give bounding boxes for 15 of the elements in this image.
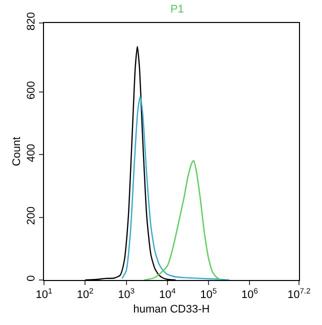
y-axis-title: Count (11, 136, 24, 166)
x-tick-label: 10$^{1}$ (36, 286, 52, 302)
x-tick-label: 10$^{4}$ (159, 286, 176, 302)
x-tick-label: 10$^{3}$ (118, 286, 135, 302)
y-tick-label: 0 (26, 275, 38, 282)
x-tick-label: 10$^{5}$ (200, 286, 217, 302)
y-tick-label: 200 (26, 206, 38, 225)
y-tick-label: 600 (26, 81, 38, 100)
x-tick-label: 10$^{6}$ (241, 286, 258, 302)
chart-title: P1 (170, 4, 184, 16)
y-tick-label: 820 (26, 12, 38, 31)
y-tick-label: 400 (26, 144, 38, 162)
x-tick-label: 10$^{2}$ (76, 286, 94, 302)
x-tick-label: 10$^{7.2}$ (288, 286, 310, 302)
x-axis-title: human CD33-H (133, 303, 210, 316)
